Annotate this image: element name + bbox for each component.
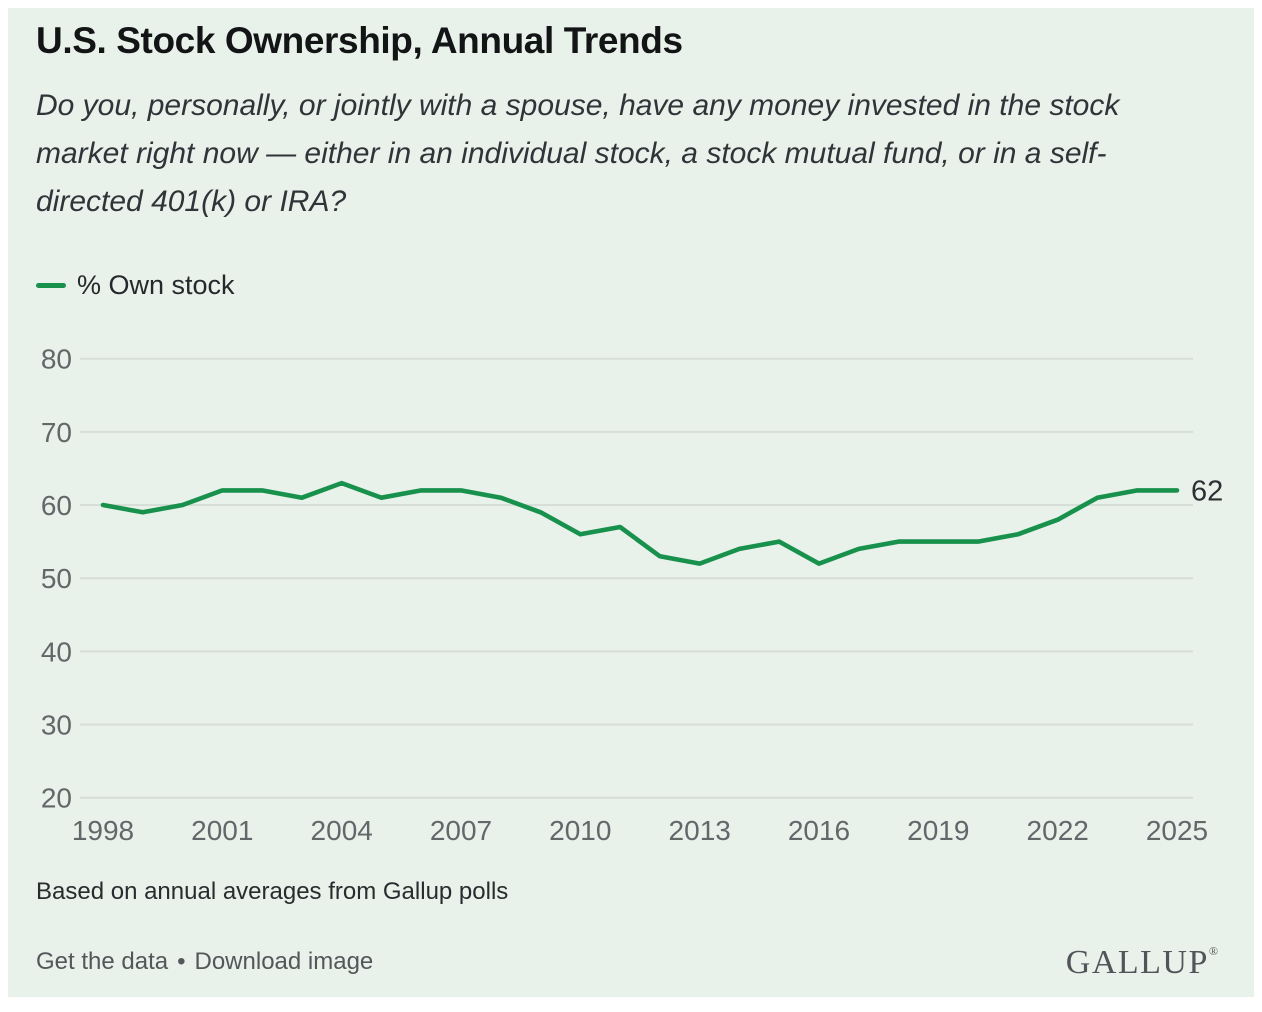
- x-tick-label: 2013: [669, 815, 731, 846]
- x-tick-label: 2025: [1146, 815, 1208, 846]
- chart-area: 80 70 60 50 40 30 20 1998 2001 2004 2007 2010 2013 20…: [8, 340, 1254, 855]
- x-tick-label: 2022: [1027, 815, 1089, 846]
- y-tick-label: 80: [41, 344, 72, 375]
- x-tick-label: 2007: [430, 815, 492, 846]
- gallup-logo-text: GALLUP: [1065, 944, 1209, 981]
- download-image-link[interactable]: Download image: [194, 948, 374, 975]
- own-stock-trend-line: [100, 480, 1180, 566]
- footer-links: Get the data • Download image: [36, 948, 373, 976]
- chart-legend: % Own stock: [36, 269, 235, 301]
- x-tick-label: 2010: [549, 815, 611, 846]
- y-tick-label: 70: [41, 417, 72, 448]
- registered-mark: ®: [1208, 944, 1218, 958]
- survey-question-line: market right now — either in an individu…: [36, 137, 1107, 170]
- x-tick-label: 2019: [907, 815, 969, 846]
- y-tick-label: 20: [41, 783, 72, 814]
- survey-question-line: Do you, personally, or jointly with a sp…: [36, 89, 1120, 122]
- survey-question: Do you, personally, or jointly with a sp…: [36, 82, 1119, 226]
- survey-question-line: directed 401(k) or IRA?: [36, 185, 347, 218]
- y-tick-label: 30: [41, 710, 72, 741]
- chart-card: U.S. Stock Ownership, Annual Trends Do y…: [8, 8, 1254, 997]
- legend-label: % Own stock: [77, 269, 235, 300]
- y-tick-label: 50: [41, 563, 72, 594]
- end-value-label: 62: [1191, 475, 1223, 507]
- page-title: U.S. Stock Ownership, Annual Trends: [36, 20, 683, 61]
- y-tick-label: 60: [41, 490, 72, 521]
- x-tick-label: 2016: [788, 815, 850, 846]
- get-the-data-link[interactable]: Get the data: [36, 948, 169, 975]
- legend-line-swatch-icon: [36, 282, 66, 288]
- y-tick-label: 40: [41, 636, 72, 667]
- x-tick-label: 2001: [191, 815, 253, 846]
- gallup-logo: GALLUP®: [1066, 944, 1218, 982]
- x-tick-label: 2004: [311, 815, 373, 846]
- footer-links-separator: •: [177, 948, 186, 975]
- x-tick-label: 1998: [72, 815, 134, 846]
- source-note: Based on annual averages from Gallup pol…: [36, 878, 509, 905]
